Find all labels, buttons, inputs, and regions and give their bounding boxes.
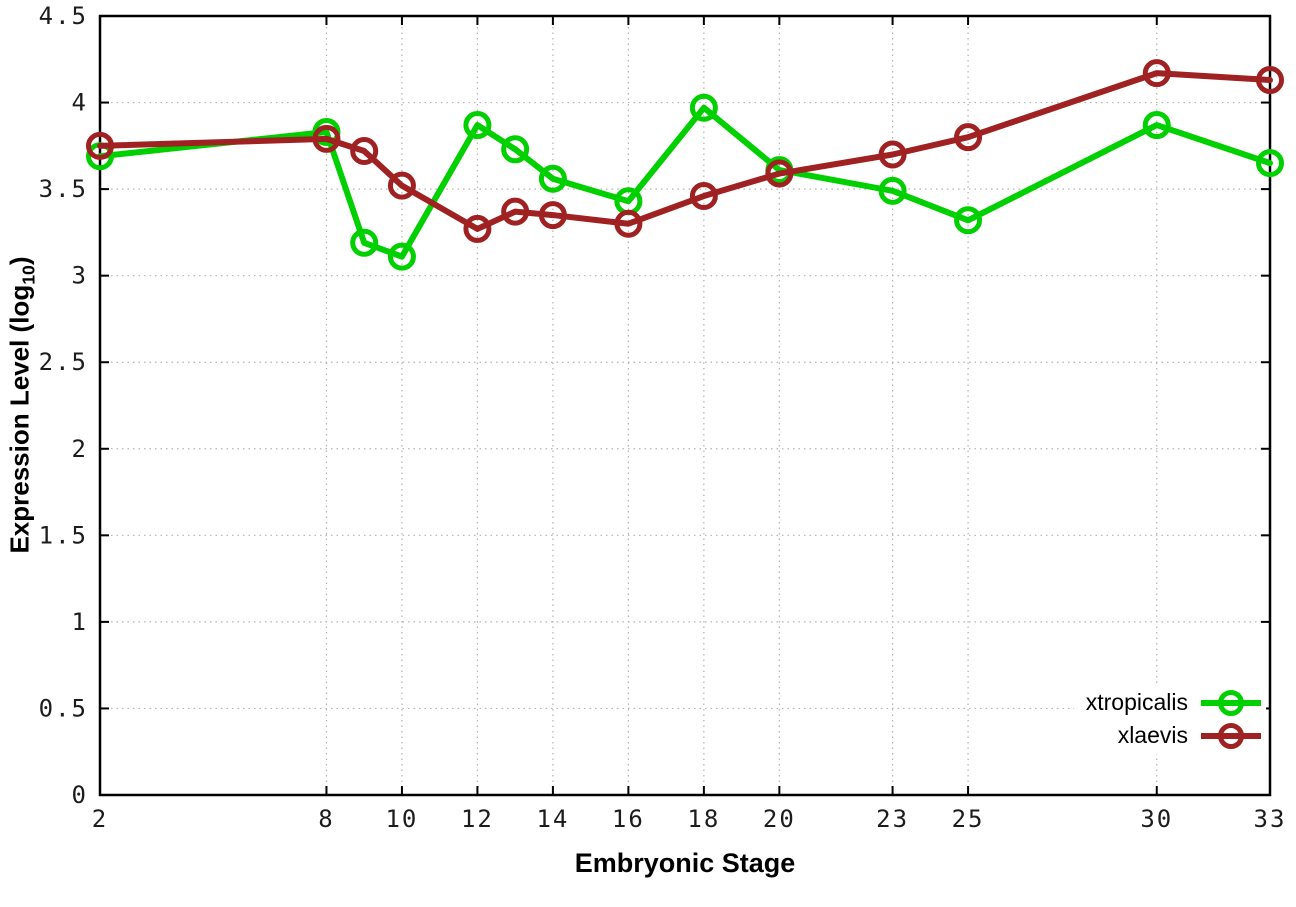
legend-label: xlaevis <box>1117 722 1188 748</box>
data-point-xlaevis-18 <box>689 182 718 211</box>
x-tick-label: 20 <box>763 805 796 833</box>
data-point-xtropicalis-14 <box>538 164 567 193</box>
plot-border <box>98 14 1272 797</box>
legend-label: xtropicalis <box>1085 689 1188 715</box>
y-tick-label: 3.5 <box>39 175 88 203</box>
y-tick-label: 0 <box>72 781 88 809</box>
data-point-xlaevis-25 <box>954 123 983 152</box>
legend-entry-xtropicalis: xtropicalis <box>1086 686 1262 719</box>
x-tick-label: 25 <box>952 805 985 833</box>
x-tick-label: 14 <box>536 805 569 833</box>
data-point-xtropicalis-18 <box>689 93 718 122</box>
data-point-xlaevis-23 <box>878 140 907 169</box>
x-tick-label: 10 <box>385 805 418 833</box>
data-point-xtropicalis-30 <box>1142 111 1171 140</box>
data-point-xtropicalis-25 <box>954 206 983 235</box>
data-point-xlaevis-12 <box>463 214 492 243</box>
data-point-xtropicalis-12 <box>463 111 492 140</box>
legend-sample-xtropicalis-icon <box>1201 689 1261 716</box>
data-point-xlaevis-16 <box>614 209 643 238</box>
data-point-xtropicalis-33 <box>1256 149 1284 178</box>
y-tick-label: 1 <box>72 608 88 636</box>
data-point-xlaevis-30 <box>1142 59 1171 88</box>
legend: xtropicalis xlaevis <box>1073 684 1266 754</box>
x-tick-label: 8 <box>318 805 334 833</box>
data-point-xtropicalis-9 <box>350 228 379 257</box>
x-tick-label: 2 <box>92 805 108 833</box>
y-axis-title-subscript: 10 <box>18 265 39 285</box>
y-tick-label: 3 <box>72 262 88 290</box>
y-axis-title: Expression Level (log10) <box>4 256 39 553</box>
x-tick-label: 33 <box>1254 805 1287 833</box>
data-point-xlaevis-14 <box>538 201 567 230</box>
x-axis-title: Embryonic Stage <box>574 848 796 878</box>
x-tick-label: 30 <box>1140 805 1173 833</box>
y-tick-label: 4 <box>72 89 88 117</box>
x-tick-label: 12 <box>461 805 494 833</box>
y-tick-label: 4.5 <box>39 2 88 30</box>
x-tick-label: 18 <box>687 805 720 833</box>
y-tick-label: 1.5 <box>39 521 88 549</box>
data-point-xlaevis-8 <box>312 124 341 153</box>
y-tick-label: 2 <box>72 435 88 463</box>
data-point-xlaevis-13 <box>501 197 530 226</box>
data-point-xlaevis-9 <box>350 137 379 166</box>
series-line-xtropicalis <box>97 104 1273 260</box>
x-tick-label: 23 <box>876 805 909 833</box>
series-line-xlaevis <box>97 70 1273 232</box>
data-point-xlaevis-33 <box>1256 66 1284 95</box>
y-tick-label: 0.5 <box>39 694 88 722</box>
data-point-xtropicalis-23 <box>878 176 907 205</box>
y-axis-title-close: ) <box>4 256 35 266</box>
y-axis-title-text: Expression Level (log <box>4 284 35 554</box>
legend-sample-xlaevis-icon <box>1201 722 1261 749</box>
data-point-xlaevis-20 <box>765 159 794 188</box>
x-tick-label: 16 <box>612 805 645 833</box>
data-point-xtropicalis-10 <box>387 242 416 271</box>
data-point-xtropicalis-13 <box>501 135 530 164</box>
y-tick-label: 2.5 <box>39 348 88 376</box>
legend-entry-xlaevis: xlaevis <box>1086 719 1262 752</box>
data-point-xlaevis-10 <box>387 171 416 200</box>
data-point-xlaevis-2 <box>86 131 114 160</box>
